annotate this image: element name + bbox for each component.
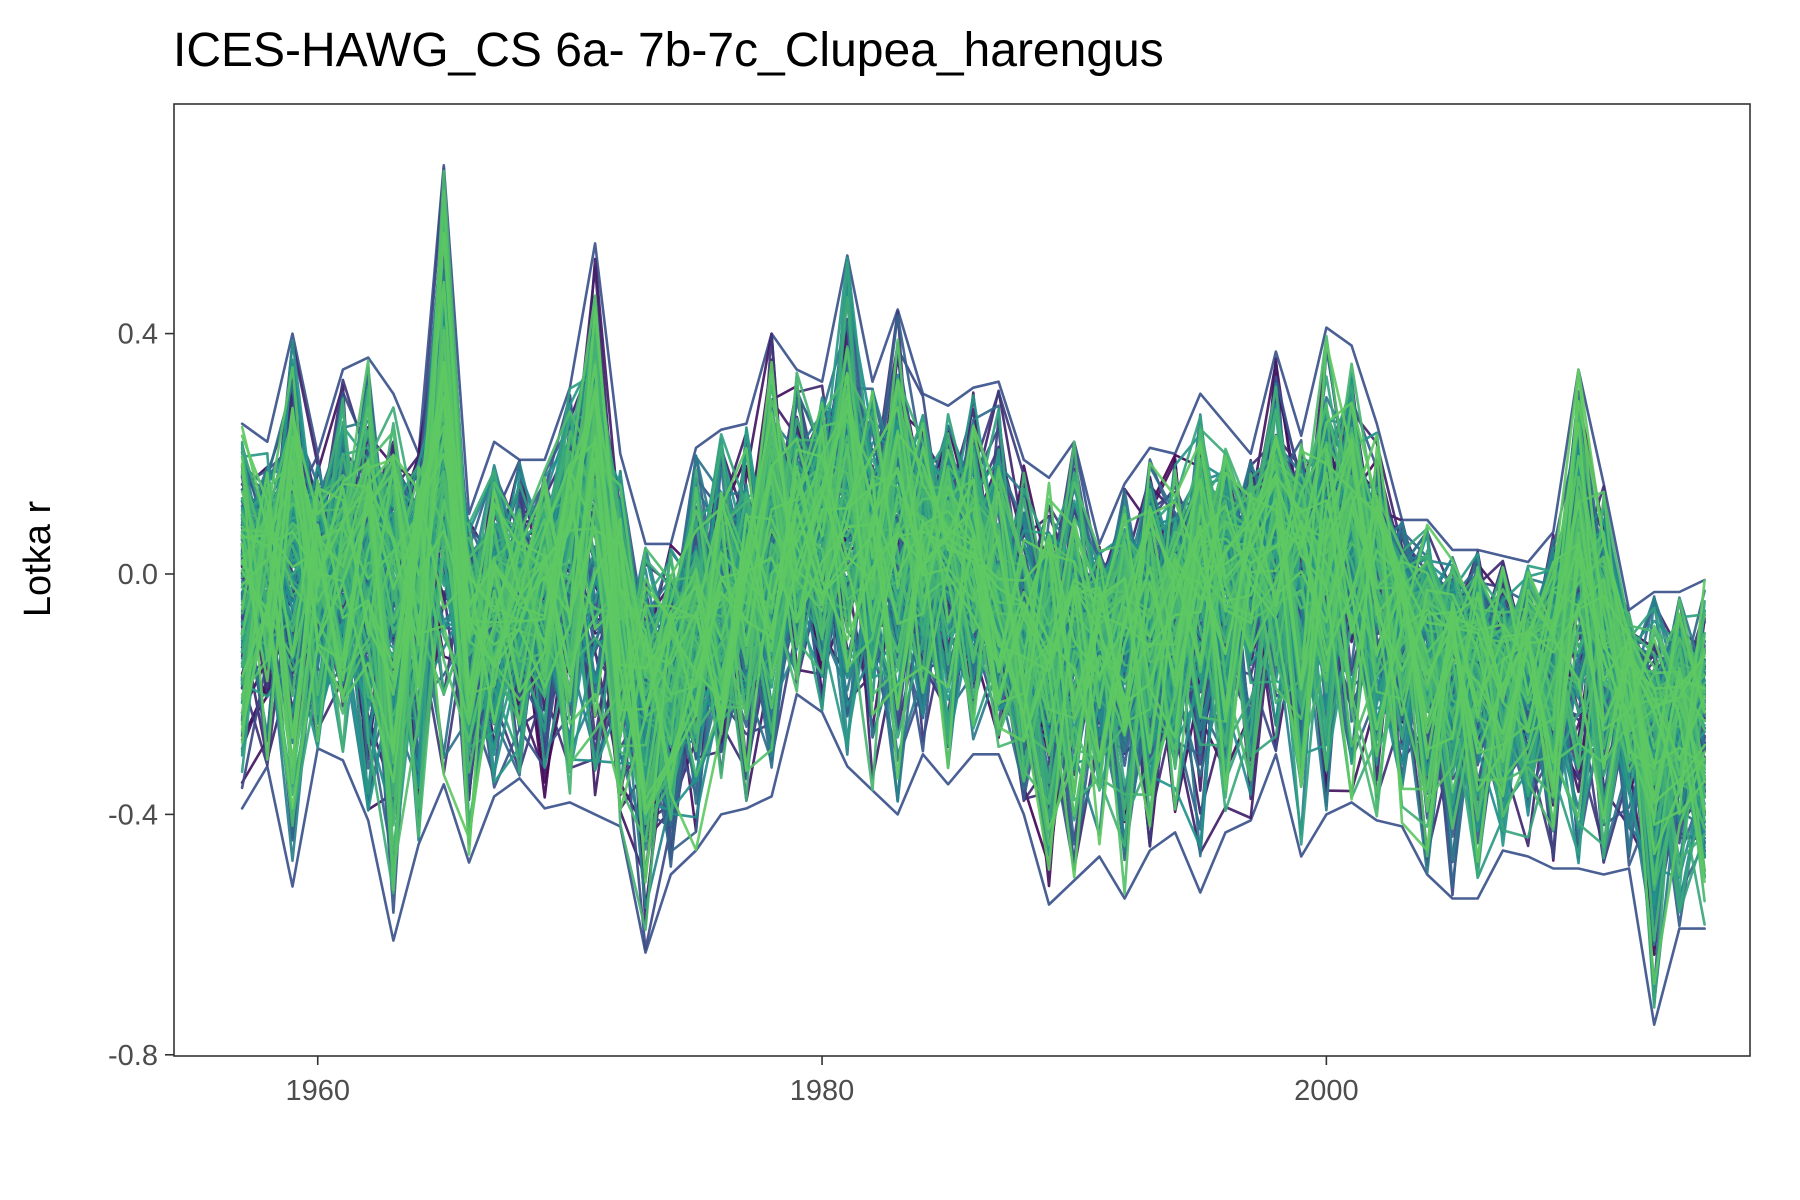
- x-tick-label: 1960: [285, 1075, 350, 1107]
- y-tick-label: 0.4: [118, 319, 158, 351]
- y-tick-label: -0.8: [108, 1040, 158, 1072]
- series-line-upper-extreme: [240, 164, 1706, 612]
- series-line: [240, 397, 1706, 768]
- series-line: [240, 411, 1706, 820]
- y-tick-label: 0.0: [118, 559, 158, 591]
- series-layer: [240, 164, 1706, 1026]
- y-axis: -0.8 -0.4 0.0 0.4: [108, 319, 174, 1072]
- y-axis-title: Lotka r: [17, 501, 59, 618]
- plot-panel-border: [173, 103, 1751, 1057]
- chart-title: ICES-HAWG_CS 6a- 7b-7c_Clupea_harengus: [173, 24, 1164, 77]
- series-line: [240, 379, 1706, 871]
- y-tick-label: -0.4: [108, 799, 158, 831]
- series-line: [240, 360, 1706, 827]
- x-tick-label: 1980: [790, 1075, 855, 1107]
- x-tick-label: 2000: [1294, 1075, 1359, 1107]
- series-line: [240, 209, 1706, 887]
- x-axis: 1960 1980 2000: [285, 1056, 1359, 1107]
- series-line-lower-extreme: [240, 692, 1706, 1026]
- series-line: [240, 395, 1706, 852]
